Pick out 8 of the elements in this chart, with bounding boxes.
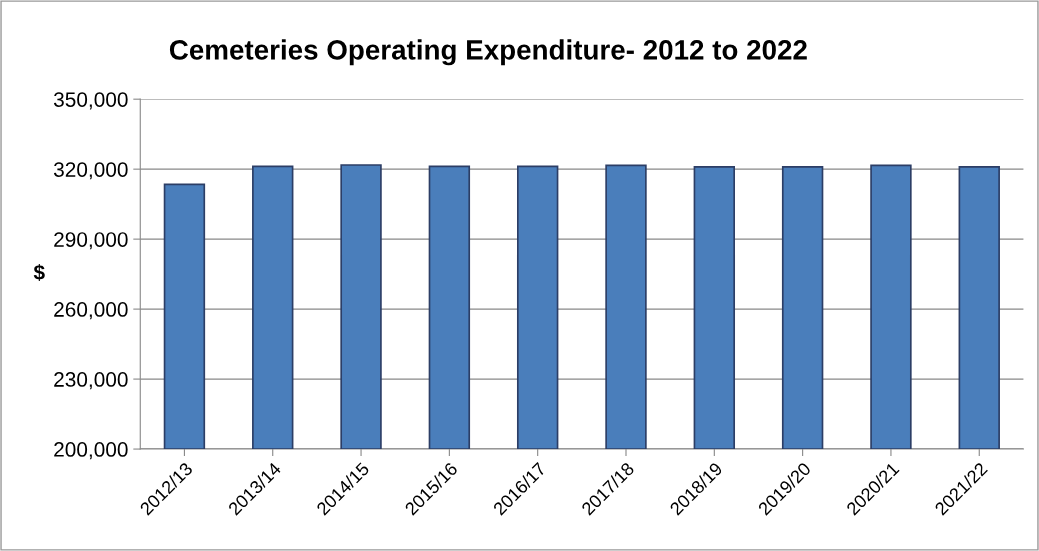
- y-tick-label: 200,000: [54, 442, 128, 460]
- y-tick-label: 260,000: [54, 302, 128, 320]
- y-tick-label: 320,000: [53, 162, 128, 180]
- y-tick-label: 290,000: [54, 232, 128, 250]
- y-tick-label: 350,000: [53, 92, 128, 110]
- chart-title: Cemeteries Operating Expenditure- 2012 to 2022: [169, 39, 807, 66]
- y-tick-label: 230,000: [54, 372, 128, 390]
- y-axis-title: $: [33, 264, 45, 282]
